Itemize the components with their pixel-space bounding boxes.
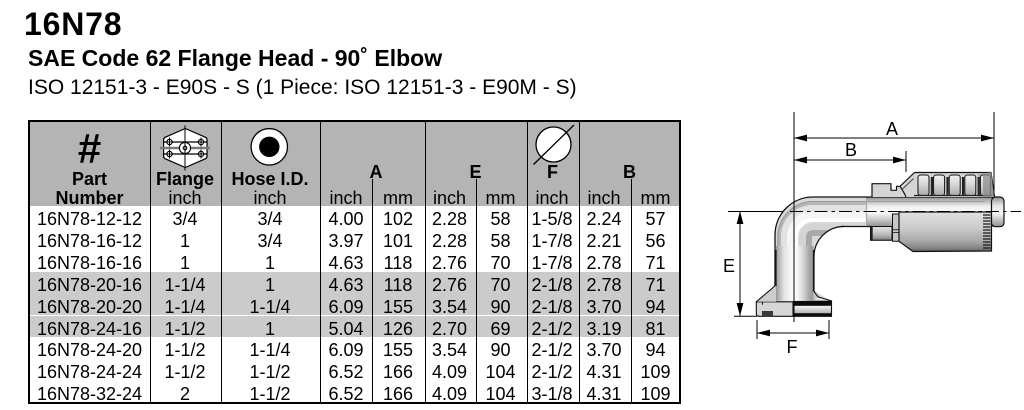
svg-text:A: A: [886, 119, 898, 139]
svg-text:E: E: [723, 256, 735, 276]
svg-text:F: F: [787, 337, 798, 357]
svg-text:B: B: [845, 140, 857, 160]
